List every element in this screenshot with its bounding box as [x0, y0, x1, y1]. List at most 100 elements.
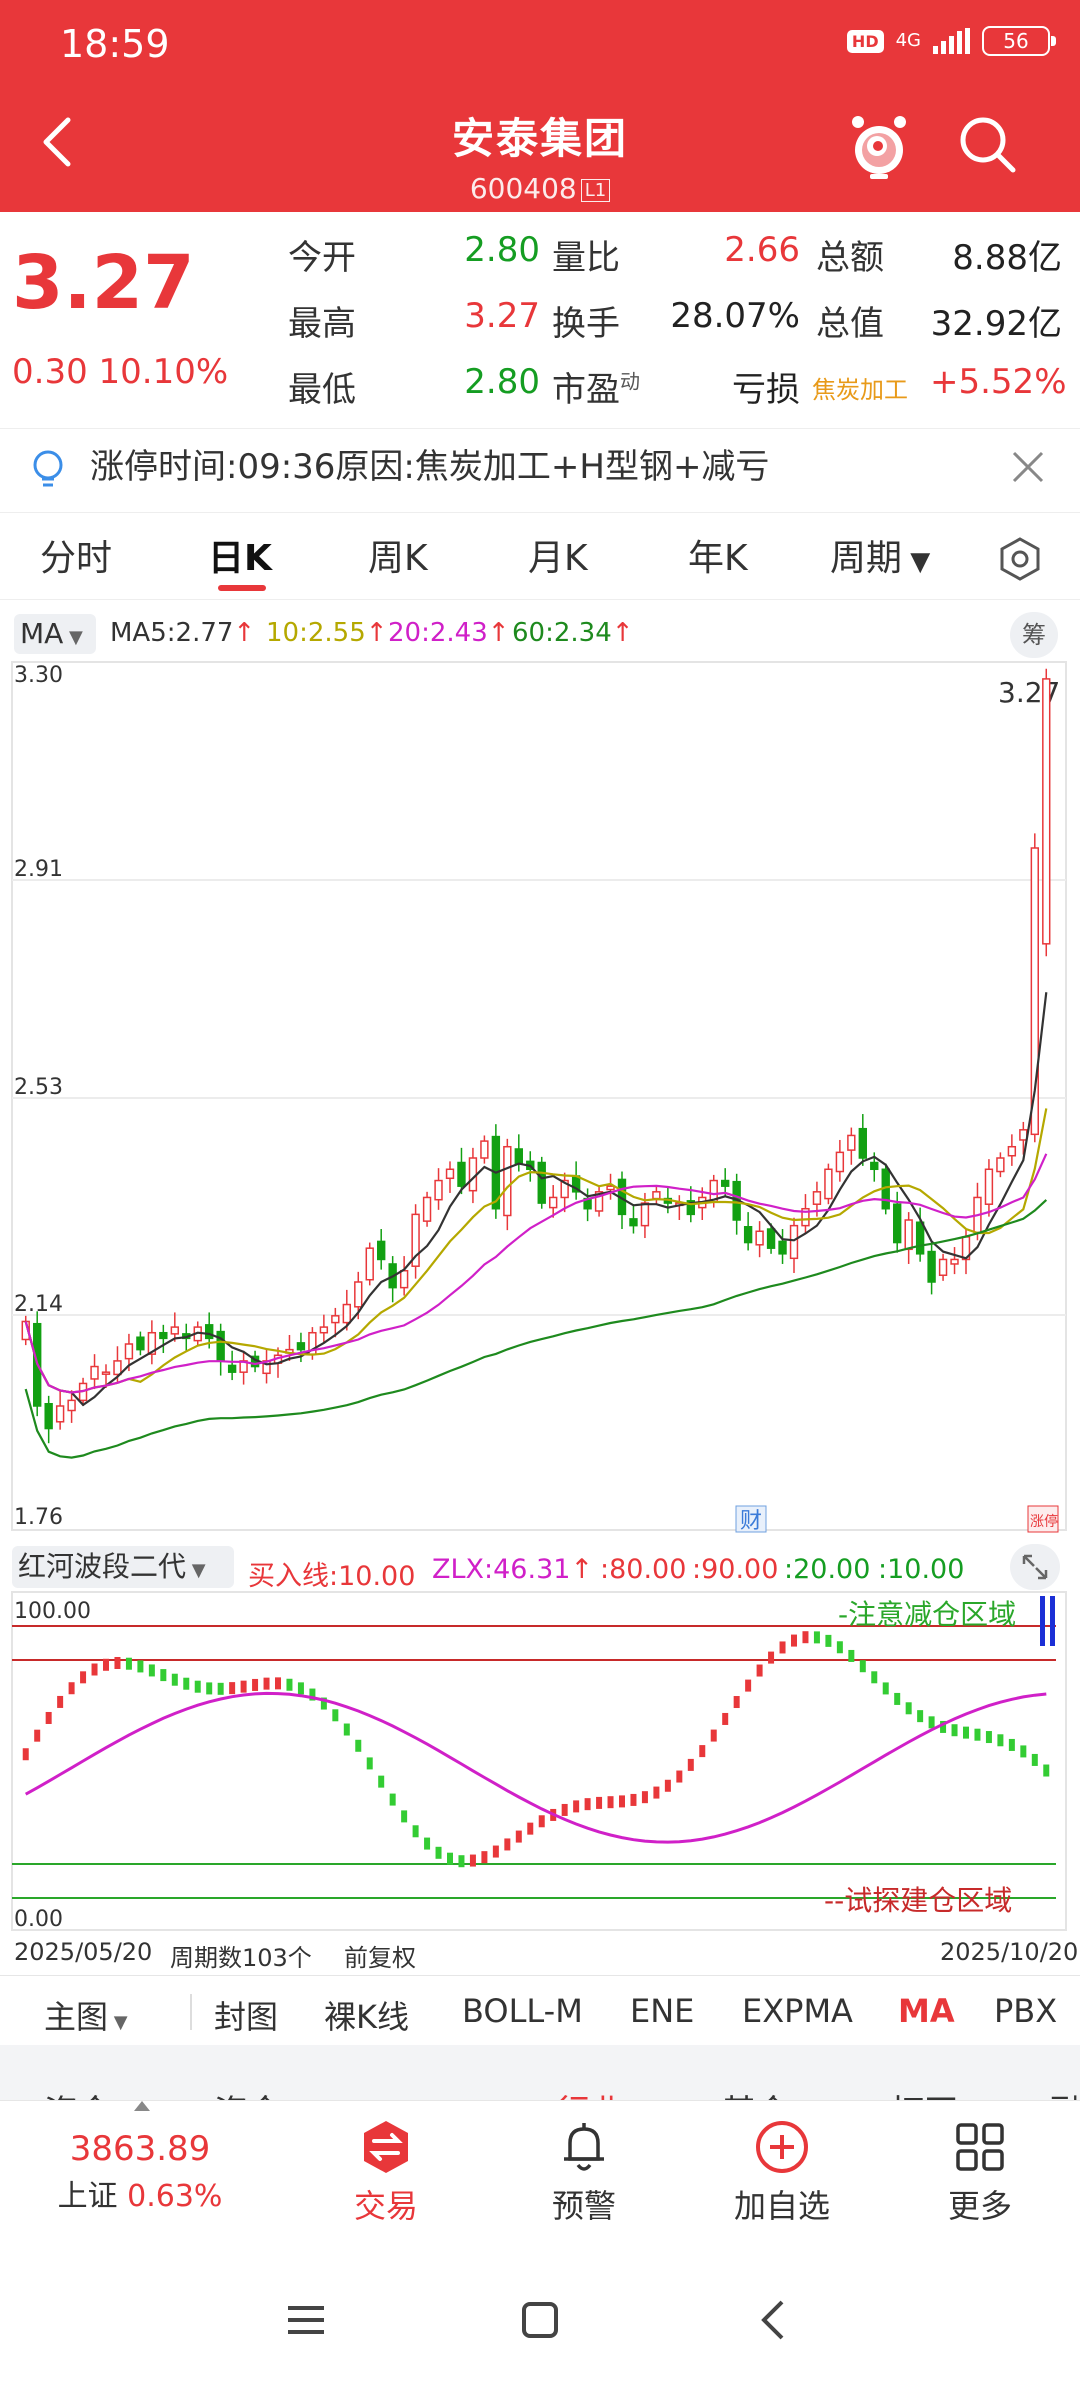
limit-up-notice[interactable]: 涨停时间:09:36原因:焦炭加工+H型钢+减亏	[0, 428, 1080, 508]
ma10-line	[24, 1108, 1048, 1394]
mascot-icon[interactable]	[848, 108, 910, 180]
candle-body	[434, 1179, 443, 1201]
ma-select[interactable]: MA ▼	[14, 614, 96, 654]
nav-add-watchlist[interactable]: 加自选	[702, 2119, 862, 2227]
candle-body	[422, 1196, 432, 1222]
candle-body	[113, 1360, 122, 1376]
ma10-value: 10:2.55↑	[266, 618, 388, 648]
caret-up-icon	[134, 2101, 150, 2111]
cut-row-item: 基金	[722, 2085, 790, 2101]
caret-down-icon: ▼	[108, 2012, 128, 2033]
bottom-nav: 3863.89 上证 0.63% 交易 预警	[0, 2100, 1080, 2240]
app-header: 18:59 HD 4G 56 安泰集团 600408 L1	[0, 0, 1080, 212]
index-quote[interactable]: 3863.89 上证 0.63%	[40, 2101, 240, 2215]
indicator-bar	[1020, 1745, 1027, 1758]
chip-distribution-button[interactable]: 筹	[1010, 612, 1058, 658]
ind-tab-naked-k[interactable]: 裸K线	[324, 1998, 409, 2036]
finance-marker-label: 财	[740, 1509, 762, 1534]
indicator-bar	[619, 1795, 625, 1808]
sector-change: +5.52%	[930, 362, 1067, 402]
indicator-bar	[412, 1825, 419, 1838]
indicator-bar	[561, 1803, 568, 1816]
candle-body	[778, 1240, 787, 1255]
nav-add-watchlist-label: 加自选	[733, 2187, 830, 2225]
candle-body	[296, 1342, 306, 1351]
indicator-bar	[882, 1682, 889, 1695]
ma-select-label: MA	[20, 617, 64, 650]
change-percent: 10.10%	[98, 352, 229, 392]
indicator-bar	[733, 1696, 740, 1709]
label-high: 最高	[288, 304, 356, 344]
tab-yearly-k[interactable]: 年K	[688, 538, 748, 579]
ind-tab-expma[interactable]: EXPMA	[742, 1992, 853, 2030]
indicator-bar	[779, 1641, 786, 1654]
ind-tab-pbx[interactable]: PBX	[994, 1992, 1058, 2030]
tab-intraday[interactable]: 分时	[40, 538, 113, 579]
signal-icon	[933, 28, 970, 54]
indicator-bar	[447, 1852, 453, 1865]
plus-circle-icon	[756, 2121, 808, 2173]
ind-tab-boll-m[interactable]: BOLL-M	[462, 1992, 583, 2030]
indicator-bar	[791, 1634, 797, 1647]
ma20-line	[24, 1153, 1048, 1394]
back-arrow-icon[interactable]	[36, 112, 80, 172]
candle-body	[342, 1303, 351, 1324]
nav-alert[interactable]: 预警	[504, 2119, 664, 2227]
indicator-select[interactable]: 红河波段二代 ▼	[12, 1546, 234, 1588]
expand-icon[interactable]	[1010, 1544, 1060, 1590]
indicator-bar	[435, 1846, 442, 1859]
indicator-bar	[401, 1810, 408, 1823]
tab-period[interactable]: 周期 ▼	[830, 529, 930, 581]
label-low: 最低	[288, 370, 356, 410]
indicator-select-label: 红河波段二代	[18, 1550, 187, 1583]
ind-tab-ene[interactable]: ENE	[630, 1992, 695, 2030]
status-time: 18:59	[60, 22, 170, 66]
tab-weekly-k[interactable]: 周K	[368, 538, 428, 579]
value-open: 2.80	[464, 230, 540, 270]
indicator-bar	[183, 1677, 190, 1690]
divider	[190, 1994, 192, 2030]
status-icons: HD 4G 56	[846, 26, 1056, 56]
home-icon[interactable]	[510, 2290, 570, 2350]
indicator-bar	[859, 1660, 866, 1673]
ma5-text: MA5:2.77	[110, 618, 234, 648]
nav-more[interactable]: 更多	[900, 2119, 1060, 2227]
candle-body	[67, 1399, 76, 1412]
indicator-bar	[515, 1830, 522, 1843]
battery-icon: 56	[982, 26, 1056, 56]
indicator-bar	[309, 1688, 316, 1701]
nav-trade[interactable]: 交易	[306, 2119, 466, 2227]
indicator-bar	[802, 1631, 809, 1644]
tab-daily-k[interactable]: 日K	[208, 538, 272, 579]
ind-tab-fengtu[interactable]: 封图	[214, 1998, 279, 2036]
candle-body	[927, 1250, 936, 1283]
hd-badge: HD	[846, 29, 884, 53]
back-icon[interactable]	[744, 2290, 804, 2350]
period-count: 周期数103个	[170, 1944, 312, 1972]
finance-marker[interactable]	[735, 1505, 767, 1533]
line80-value: :80.00	[600, 1554, 687, 1585]
reduce-zone-label: -注意减仓区域	[838, 1598, 1016, 1631]
ind-tab-ma[interactable]: MA	[898, 1992, 955, 2030]
main-chart-select[interactable]: 主图 ▼	[44, 1992, 128, 2038]
indicator-bar	[997, 1734, 1004, 1747]
label-volume-ratio: 量比	[552, 238, 620, 278]
search-icon[interactable]	[955, 112, 1019, 176]
candle-body	[227, 1364, 237, 1373]
settings-hexagon-icon[interactable]	[996, 535, 1044, 583]
sector-name[interactable]: 焦炭加工	[812, 376, 908, 404]
candle-body	[514, 1148, 523, 1165]
indicator-bar	[263, 1677, 270, 1690]
indicator-bar	[1008, 1738, 1015, 1751]
indicator-bar	[836, 1641, 843, 1654]
indicator-bar	[905, 1702, 912, 1715]
candle-body	[893, 1203, 902, 1244]
tab-monthly-k[interactable]: 月K	[528, 538, 588, 579]
candle-body	[377, 1240, 386, 1261]
candle-body	[90, 1365, 99, 1380]
kline-chart[interactable]: 3.30 2.91 2.53 2.14 1.76 3.27 财 涨停 100.0…	[0, 660, 1080, 1940]
close-icon[interactable]	[1006, 445, 1050, 489]
limit-up-marker[interactable]	[1027, 1505, 1059, 1533]
indicator-bar	[194, 1680, 201, 1693]
menu-icon[interactable]	[276, 2290, 336, 2350]
